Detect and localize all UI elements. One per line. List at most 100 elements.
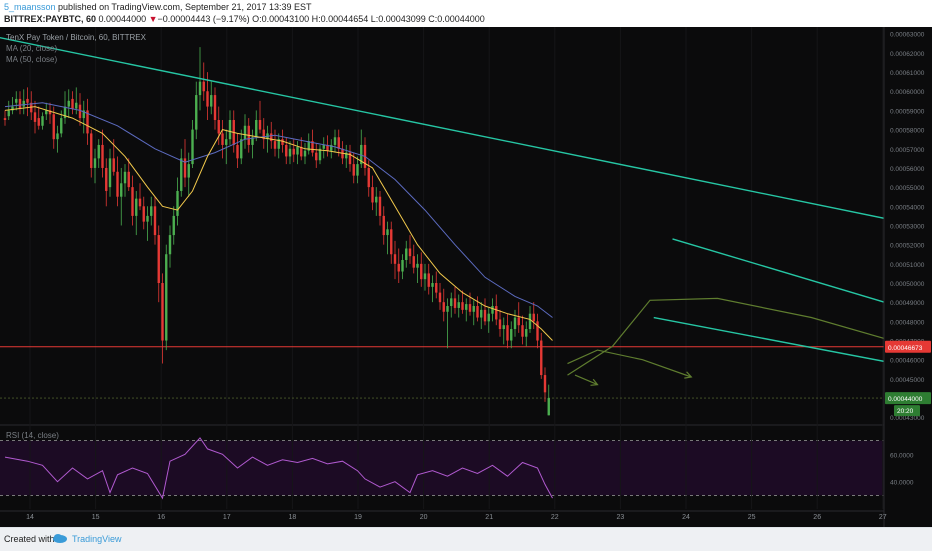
candle-body [169,235,171,254]
time-tick-label: 22 [551,514,559,521]
candle-body [90,133,92,168]
candle-body [94,158,96,168]
candle-body [435,283,437,293]
candle-body [353,164,355,176]
candle-body [439,293,441,303]
candle-body [525,329,527,337]
time-tick-label: 14 [26,514,34,521]
rsi-tick-label: 60.0000 [890,452,914,459]
candle-body [195,95,197,130]
candle-body [180,158,182,191]
candle-body [270,133,272,141]
candle-body [431,283,433,287]
price-tick-label: 0.00048000 [890,319,925,326]
candle-body [53,114,55,139]
username-link[interactable]: 5_maansson [4,2,56,12]
candle-body [424,273,426,279]
candle-body [518,318,520,326]
time-tick-label: 24 [682,514,690,521]
candle-body [323,145,325,149]
candle-body [34,112,36,122]
price-tick-label: 0.00046000 [890,358,925,365]
candle-body [544,375,546,392]
candle-body [184,158,186,177]
candle-body [188,164,190,177]
candle-body [173,216,175,235]
countdown-label: 20:20 [897,408,914,415]
candle-body [375,197,377,203]
time-tick-label: 27 [879,514,887,521]
candle-body [79,105,81,118]
candle-body [26,99,28,103]
time-tick-label: 19 [354,514,362,521]
candle-body [409,248,411,256]
candle-body [15,99,17,103]
chart-header: 5_maansson published on TradingView.com,… [0,0,932,27]
time-tick-label: 16 [157,514,165,521]
candle-body [139,199,141,207]
candle-body [484,310,486,322]
symbol-label: BITTREX:PAYBTC, 60 [4,14,99,24]
price-tick-label: 0.00059000 [890,108,925,115]
candle-body [386,229,388,235]
candle-body [128,172,130,187]
candle-body [338,137,340,149]
candle-body [274,141,276,149]
time-tick-label: 17 [223,514,231,521]
candle-body [214,95,216,120]
candle-body [68,101,70,107]
time-tick-label: 18 [289,514,297,521]
candle-body [465,304,467,310]
candle-body [491,306,493,314]
candle-body [120,183,122,196]
candle-body [23,101,25,107]
candle-body [19,99,21,109]
price-chart-svg[interactable]: 0.000630000.000620000.000610000.00060000… [0,27,932,527]
candle-body [199,82,201,95]
tradingview-brand-link[interactable]: TradingView [72,534,122,544]
change-label: −0.00004443 (−9.17%) [158,14,250,24]
candle-body [236,145,238,158]
publisher-line: 5_maansson published on TradingView.com,… [4,2,312,12]
candle-body [225,139,227,145]
time-tick-label: 20 [420,514,428,521]
candle-body [405,248,407,260]
candle-body [203,82,205,92]
candle-body [476,306,478,318]
price-tick-label: 0.00063000 [890,32,925,39]
candle-body [401,260,403,272]
candle-body [315,153,317,161]
candle-body [503,325,505,329]
candle-body [45,110,47,114]
price-tick-label: 0.00061000 [890,70,925,77]
candle-body [176,191,178,216]
candle-body [428,273,430,286]
candle-body [146,216,148,222]
candle-body [289,149,291,157]
candle-body [143,206,145,221]
tradingview-logo-icon [52,532,68,544]
published-text: published on TradingView.com, September … [56,2,312,12]
candle-body [413,256,415,268]
price-tick-label: 0.00056000 [890,166,925,173]
candle-body [420,264,422,279]
candle-body [293,149,295,155]
candle-body [154,206,156,235]
candle-body [131,187,133,216]
rsi-tick-label: 40.0000 [890,480,914,487]
candle-body [109,158,111,187]
candle-body [4,118,6,120]
candle-body [398,264,400,272]
time-tick-label: 15 [92,514,100,521]
price-tick-label: 0.00049000 [890,300,925,307]
candle-body [521,325,523,337]
candle-body [383,216,385,235]
legend-title: TenX Pay Token / Bitcoin, 60, BITTREX [6,33,147,42]
price-tick-label: 0.00058000 [890,128,925,135]
candle-body [499,319,501,329]
candle-body [41,116,43,126]
price-tick-label: 0.00054000 [890,204,925,211]
price-tick-label: 0.00050000 [890,281,925,288]
time-tick-label: 26 [813,514,821,521]
